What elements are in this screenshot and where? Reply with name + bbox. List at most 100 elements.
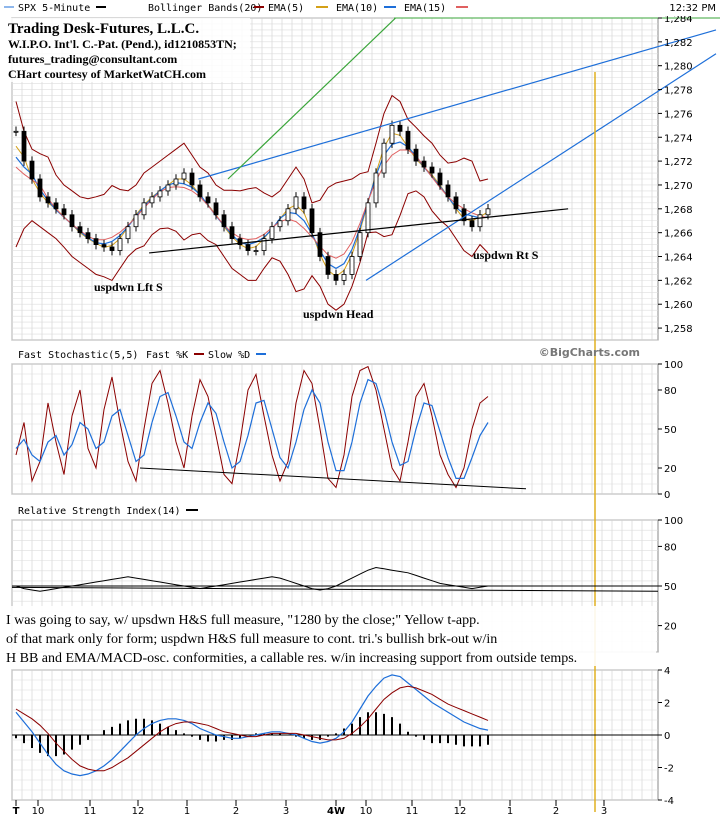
price-ytick-label: 1,258: [664, 324, 693, 335]
commentary-line1: I was going to say, w/ upsdwn H&S full m…: [6, 613, 480, 628]
legend-ema15: EMA(15): [404, 3, 446, 14]
price-ytick-label: 1,276: [664, 109, 693, 120]
candle-body: [197, 184, 203, 198]
annotation-head: uspdwn Head: [303, 307, 374, 321]
candle-body: [437, 172, 443, 186]
candle-body: [453, 196, 459, 210]
candle-body: [61, 208, 67, 216]
candle-body: [293, 196, 299, 210]
trendline-blue: [365, 53, 717, 281]
candle-body: [469, 220, 475, 228]
candle-body: [389, 124, 395, 144]
rsi-title: Relative Strength Index(14): [18, 506, 181, 517]
candle-body: [317, 232, 323, 257]
bollinger-upper: [15, 94, 489, 204]
candle-body: [53, 202, 59, 210]
candle-body: [373, 172, 379, 204]
candle-body: [421, 160, 427, 168]
title-line1: Trading Desk-Futures, L.L.C.: [8, 21, 199, 37]
rsi-ytick-label: 80: [664, 542, 677, 553]
candle-body: [125, 226, 131, 240]
candle-body: [349, 256, 355, 275]
candle-body: [365, 202, 371, 234]
x-tick-label: 2: [553, 806, 559, 817]
candle-body: [429, 166, 435, 174]
candle-body: [357, 232, 363, 257]
title-line2: W.I.P.O. Int'l. C.-Pat. (Pend.), id12108…: [8, 37, 237, 51]
candle-body: [405, 130, 411, 150]
candle-body: [157, 190, 163, 198]
macd-ytick-label: 0: [664, 731, 670, 742]
watermark: ©BigCharts.com: [539, 346, 640, 359]
macd-ytick-label: 4: [664, 666, 670, 677]
x-tick-label: 12: [454, 806, 467, 817]
stoch-slow-d-line: [15, 378, 489, 479]
candle-body: [301, 196, 307, 210]
legend-ema10: EMA(10): [336, 3, 378, 14]
x-tick-label: 1: [507, 806, 513, 817]
candle-body: [149, 196, 155, 204]
candle-body: [101, 244, 107, 248]
price-ytick-label: 1,274: [664, 133, 693, 144]
candle-body: [21, 130, 27, 162]
candle-body: [309, 208, 315, 234]
candle-body: [253, 250, 259, 252]
x-tick-label: 3: [283, 806, 289, 817]
macd-ytick-label: 2: [664, 699, 670, 710]
price-ytick-label: 1,282: [664, 38, 693, 49]
price-ytick-label: 1,284: [664, 14, 693, 25]
stoch-slow-label: Slow %D: [208, 350, 250, 361]
bollinger-lower: [15, 190, 489, 311]
macd-signal-line: [15, 685, 489, 772]
candle-body: [29, 160, 35, 180]
stoch-title: Fast Stochastic(5,5): [18, 350, 138, 361]
candle-body: [141, 202, 147, 216]
candle-body: [109, 246, 115, 251]
trendline-black: [149, 208, 569, 254]
macd-ytick-label: -4: [664, 796, 674, 807]
candle-body: [37, 178, 43, 198]
candle-body: [181, 172, 187, 180]
candle-body: [213, 202, 219, 216]
macd-line: [15, 674, 489, 777]
axis-layer: 1,258 1,260 1,262 1,264 1,266 1,268 1,270 1,272…: [13, 14, 693, 817]
stoch-ytick-label: 50: [664, 425, 677, 436]
x-tick-label: 3: [601, 806, 607, 817]
rsi-line: [15, 566, 489, 592]
title-line3: futures_trading@consultant.com: [8, 52, 177, 66]
legend-ema5: EMA(5): [268, 3, 304, 14]
annotation-left-shoulder: uspdwn Lft S: [94, 280, 163, 294]
candle-body: [485, 208, 491, 216]
candle-body: [165, 184, 171, 192]
stoch-frame: [11, 363, 659, 495]
candle-body: [237, 238, 243, 245]
candle-body: [333, 274, 339, 281]
price-ytick-label: 1,270: [664, 181, 693, 192]
stoch-ytick-label: 80: [664, 386, 677, 397]
candle-body: [277, 220, 283, 228]
x-tick-label: 4W: [327, 806, 345, 817]
candle-body: [461, 208, 467, 222]
time-label: 12:32 PM: [669, 3, 716, 14]
price-ytick-label: 1,266: [664, 229, 693, 240]
rsi-ytick-label: 50: [664, 582, 677, 593]
candle-body: [45, 196, 51, 204]
commentary-line2: of that mark only for form; uspdwn H&S f…: [6, 632, 497, 647]
candle-body: [13, 130, 19, 133]
candle-body: [221, 214, 227, 228]
candle-body: [381, 142, 387, 174]
price-ytick-label: 1,260: [664, 300, 693, 311]
stoch-fast-k-line: [15, 365, 489, 489]
stoch-trendline: [139, 467, 527, 490]
candle-body: [341, 274, 347, 281]
x-tick-label: 11: [84, 806, 97, 817]
candle-body: [133, 214, 139, 228]
rsi-ytick-label: 20: [664, 622, 677, 633]
candle-body: [205, 196, 211, 204]
candle-body: [229, 226, 235, 240]
candle-body: [477, 214, 483, 228]
x-tick-label: T: [13, 806, 20, 817]
grid-layer: [11, 17, 659, 801]
candle-body: [397, 124, 403, 132]
